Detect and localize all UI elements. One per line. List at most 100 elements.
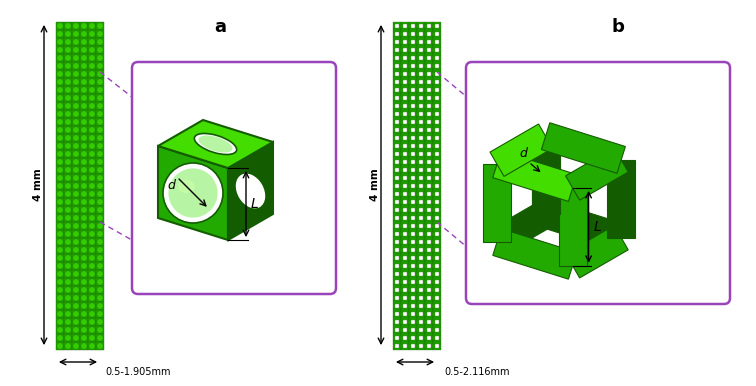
Bar	[425, 288, 427, 292]
Bar	[423, 136, 425, 140]
Bar	[393, 240, 395, 244]
Bar	[425, 28, 433, 30]
Circle shape	[81, 175, 87, 181]
Bar	[398, 288, 401, 292]
Bar	[425, 192, 427, 196]
Bar	[398, 40, 401, 44]
Bar	[88, 54, 96, 62]
Bar	[433, 40, 435, 44]
Bar	[425, 232, 427, 236]
Bar	[393, 244, 401, 246]
Bar	[433, 72, 435, 76]
Bar	[401, 312, 403, 316]
Bar	[64, 142, 72, 150]
Bar	[433, 300, 441, 302]
Bar	[401, 316, 409, 318]
Bar	[80, 62, 88, 70]
Bar	[393, 96, 395, 100]
Bar	[401, 38, 409, 40]
Bar	[425, 304, 427, 308]
Bar	[56, 78, 64, 86]
Bar	[417, 182, 425, 184]
Bar	[401, 304, 403, 308]
Bar	[409, 172, 417, 174]
Circle shape	[57, 31, 64, 37]
Bar	[423, 72, 425, 76]
Bar	[72, 126, 80, 134]
Bar	[96, 294, 104, 302]
Bar	[425, 316, 433, 318]
Bar	[409, 230, 417, 232]
Circle shape	[97, 55, 104, 61]
Bar	[401, 200, 403, 204]
Circle shape	[81, 79, 87, 85]
Bar	[80, 334, 88, 342]
Bar	[401, 344, 403, 348]
Bar	[393, 36, 401, 38]
Bar	[401, 110, 409, 112]
Bar	[433, 176, 435, 180]
Bar	[409, 208, 411, 212]
Bar	[80, 326, 88, 334]
Bar	[393, 254, 401, 256]
Bar	[433, 238, 441, 240]
Bar	[409, 136, 411, 140]
Bar	[433, 198, 441, 200]
Circle shape	[57, 327, 64, 333]
Circle shape	[57, 271, 64, 277]
Bar	[401, 40, 403, 44]
Bar	[433, 96, 435, 100]
Bar	[401, 44, 409, 46]
Circle shape	[73, 175, 79, 181]
Bar	[417, 68, 425, 70]
Bar	[431, 336, 433, 340]
Bar	[56, 310, 64, 318]
Bar	[80, 38, 88, 46]
Bar	[433, 262, 441, 264]
Bar	[438, 168, 441, 172]
Bar	[401, 142, 409, 144]
Bar	[393, 228, 401, 230]
Bar	[72, 326, 80, 334]
Bar	[56, 158, 64, 166]
Bar	[407, 208, 409, 212]
Circle shape	[81, 87, 87, 93]
Bar	[433, 118, 441, 120]
Bar	[401, 292, 409, 294]
Bar	[425, 180, 433, 182]
Bar	[401, 144, 403, 148]
Bar	[407, 128, 409, 132]
Bar	[401, 240, 403, 244]
Text: 4 mm: 4 mm	[33, 169, 43, 201]
Bar	[433, 54, 441, 56]
Circle shape	[88, 183, 95, 189]
Circle shape	[81, 199, 87, 205]
Bar	[425, 142, 433, 144]
Circle shape	[57, 287, 64, 293]
Bar	[72, 38, 80, 46]
Circle shape	[65, 319, 71, 325]
Bar	[398, 296, 401, 300]
Bar	[401, 348, 409, 350]
Bar	[417, 268, 425, 270]
Bar	[433, 62, 441, 64]
Bar	[401, 118, 409, 120]
Bar	[407, 184, 409, 188]
Bar	[393, 182, 401, 184]
Bar	[431, 280, 433, 284]
Bar	[433, 316, 441, 318]
Bar	[409, 332, 417, 334]
Bar	[415, 248, 417, 252]
Circle shape	[57, 207, 64, 213]
Circle shape	[81, 311, 87, 317]
Bar	[407, 144, 409, 148]
Bar	[401, 224, 403, 228]
Bar	[401, 112, 403, 116]
Bar	[393, 190, 401, 192]
Bar	[433, 284, 441, 286]
Bar	[417, 44, 425, 46]
Bar	[401, 192, 403, 196]
Bar	[393, 70, 401, 72]
Bar	[433, 332, 441, 334]
Bar	[88, 230, 96, 238]
